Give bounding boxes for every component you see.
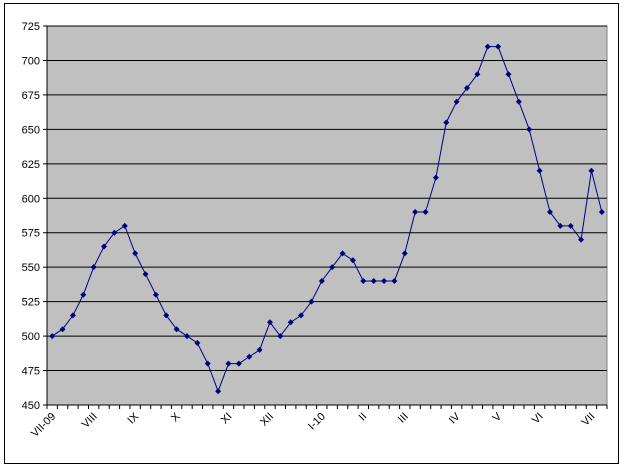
data-point	[401, 250, 408, 257]
y-tick-label: 700	[22, 55, 40, 67]
data-point	[246, 353, 253, 360]
data-point	[204, 360, 211, 367]
data-point	[526, 126, 533, 133]
data-point	[111, 229, 118, 236]
series-line	[51, 46, 603, 393]
data-point	[298, 312, 305, 319]
data-point	[235, 360, 242, 367]
data-point	[391, 277, 398, 284]
data-point	[69, 312, 76, 319]
data-point	[443, 119, 450, 126]
data-point	[474, 71, 481, 78]
data-point	[360, 277, 367, 284]
data-point	[59, 326, 66, 333]
data-point	[567, 222, 574, 229]
y-tick-label: 675	[22, 90, 40, 102]
data-point	[484, 43, 491, 50]
y-tick-label: 600	[22, 193, 40, 205]
data-point	[453, 98, 460, 105]
data-point	[173, 326, 180, 333]
y-tick-label: 625	[22, 159, 40, 171]
y-tick-label: 575	[22, 228, 40, 240]
y-tick-label: 475	[22, 366, 40, 378]
data-point	[422, 209, 429, 216]
data-point	[318, 277, 325, 284]
data-point	[215, 388, 222, 395]
data-point	[287, 319, 294, 326]
data-point	[339, 250, 346, 257]
data-point	[370, 277, 377, 284]
data-point	[277, 333, 284, 340]
y-tick-label: 725	[22, 21, 40, 33]
data-point	[80, 291, 87, 298]
y-tick-label: 450	[22, 400, 40, 412]
data-point	[266, 319, 273, 326]
data-point	[256, 346, 263, 353]
data-point	[121, 222, 128, 229]
data-point	[536, 167, 543, 174]
y-tick-label: 500	[22, 331, 40, 343]
data-point	[329, 264, 336, 271]
y-tick-label: 550	[22, 262, 40, 274]
data-point	[152, 291, 159, 298]
data-point	[464, 85, 470, 92]
data-point	[101, 243, 108, 250]
data-point	[578, 236, 585, 243]
data-point	[132, 250, 139, 257]
data-point	[184, 333, 190, 340]
data-point	[163, 312, 170, 319]
data-point	[505, 71, 512, 78]
data-point	[515, 98, 522, 105]
data-point	[546, 209, 553, 216]
y-tick-label: 525	[22, 297, 40, 309]
data-point	[381, 277, 388, 284]
data-point	[49, 333, 56, 340]
data-point	[225, 360, 232, 367]
data-point	[194, 339, 201, 346]
data-point	[432, 174, 439, 181]
data-point	[557, 222, 564, 229]
data-point	[598, 209, 605, 216]
data-point	[308, 298, 315, 305]
data-point	[349, 257, 356, 264]
data-point	[412, 209, 419, 216]
data-point	[90, 264, 97, 271]
data-point	[142, 271, 149, 278]
plot-area	[46, 25, 608, 406]
data-point	[495, 43, 502, 50]
y-tick-label: 650	[22, 124, 40, 136]
data-point	[588, 167, 595, 174]
